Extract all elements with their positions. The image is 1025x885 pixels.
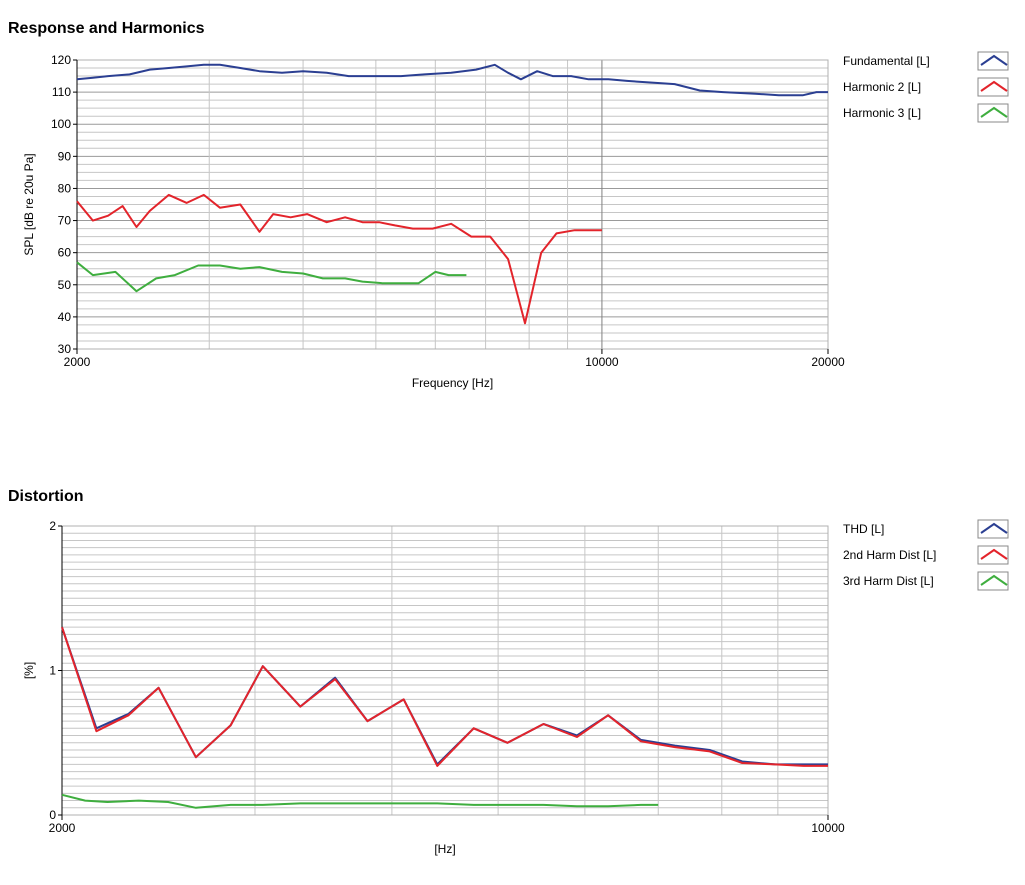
- y-tick-label: 50: [58, 278, 72, 292]
- x-tick-label: 2000: [49, 821, 76, 835]
- response-chart: 30 40 50 60 70 80 90 100 110 120 2000 10000 20000 Fre…: [22, 51, 1009, 390]
- y-tick-label: 1: [49, 664, 56, 678]
- y-axis-label: SPL [dB re 20u Pa]: [22, 153, 36, 255]
- x-axis-label: [Hz]: [434, 842, 455, 856]
- legend-label-3: Harmonic 3 [L]: [843, 106, 921, 120]
- legend-swatch-3: [980, 574, 1008, 586]
- legend-swatch-1: [980, 522, 1008, 534]
- y-tick-label: 80: [58, 181, 72, 195]
- y-tick-label: 30: [58, 342, 72, 356]
- y-tick-label: 70: [58, 214, 72, 228]
- y-tick-label: 120: [51, 53, 71, 67]
- legend-swatch-3: [980, 106, 1008, 118]
- legend-label-3: 3rd Harm Dist [L]: [843, 574, 934, 588]
- legend-swatch-box: [977, 545, 1009, 565]
- legend-swatch-box: [977, 77, 1009, 97]
- series-line-2: [61, 626, 828, 767]
- distortion-chart: 0 1 2 2000 10000 [Hz] [%] THD [L] 2nd Harm Dist …: [22, 519, 1009, 856]
- legend-swatch-1: [980, 54, 1008, 66]
- legend-label-1: Fundamental [L]: [843, 54, 930, 68]
- y-tick-label: 0: [49, 808, 56, 822]
- y-tick-label: 2: [49, 519, 56, 533]
- y-tick-label: 60: [58, 246, 72, 260]
- legend-swatch-box: [977, 519, 1009, 539]
- y-tick-label: 100: [51, 117, 71, 131]
- chart-title-response: Response and Harmonics: [8, 20, 205, 37]
- y-tick-label: 110: [52, 85, 71, 99]
- legend-label-2: 2nd Harm Dist [L]: [843, 548, 936, 562]
- x-tick-label: 10000: [585, 355, 619, 369]
- series-line-3: [61, 793, 659, 809]
- legend-label-2: Harmonic 2 [L]: [843, 80, 921, 94]
- x-axis-label: Frequency [Hz]: [412, 376, 493, 390]
- legend-swatch-box: [977, 571, 1009, 591]
- series-line-2: [76, 193, 602, 325]
- legend-swatch-2: [980, 80, 1008, 92]
- series-line-1: [76, 63, 828, 97]
- legend-swatch-2: [980, 548, 1008, 560]
- legend-swatch-box: [977, 51, 1009, 71]
- series-line-3: [76, 261, 467, 293]
- x-tick-label: 2000: [64, 355, 91, 369]
- x-tick-label: 20000: [811, 355, 845, 369]
- y-tick-label: 40: [58, 310, 72, 324]
- series-line-1: [61, 626, 828, 766]
- x-tick-label: 10000: [811, 821, 845, 835]
- y-axis-label: [%]: [22, 662, 36, 679]
- chart-title-distortion: Distortion: [8, 488, 84, 505]
- y-tick-label: 90: [58, 149, 72, 163]
- legend-swatch-box: [977, 103, 1009, 123]
- legend-label-1: THD [L]: [843, 522, 884, 536]
